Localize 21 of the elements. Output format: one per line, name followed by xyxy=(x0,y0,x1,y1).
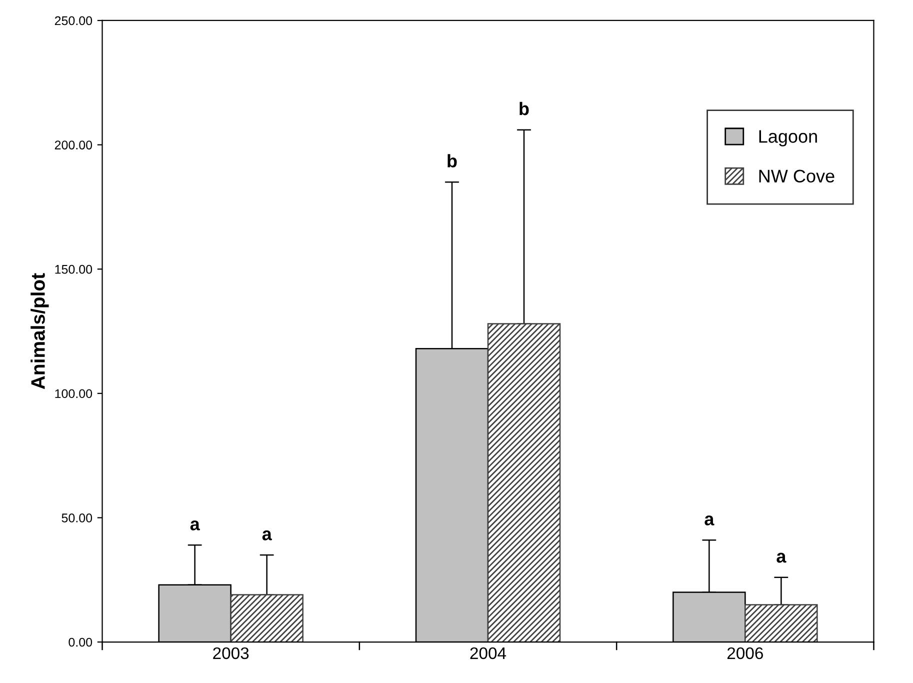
y-tick-label: 0.00 xyxy=(68,638,92,647)
y-tick-label: 50.00 xyxy=(62,514,92,522)
y-tick-label: 100.00 xyxy=(55,389,92,398)
y-tick-label: 150.00 xyxy=(55,264,92,274)
x-tick-label: 2003 xyxy=(213,647,249,660)
y-tick-label: 200.00 xyxy=(54,140,92,150)
legend-label: Lagoon xyxy=(759,130,817,146)
x-tick-label: 2004 xyxy=(470,647,506,660)
bar xyxy=(487,323,561,642)
annotation: a xyxy=(190,520,200,530)
annotation: a xyxy=(776,552,786,563)
annotation: b xyxy=(448,154,457,168)
y-tick-label: 250.00 xyxy=(54,16,92,26)
bar xyxy=(744,604,818,642)
x-tick-label: 2006 xyxy=(727,647,763,660)
annotation: a xyxy=(262,530,272,540)
annotation: b xyxy=(520,102,529,116)
annotation: a xyxy=(704,516,714,526)
bar xyxy=(230,594,304,642)
legend-label: NW Cove xyxy=(759,170,834,182)
y-axis-title: Animals/plot xyxy=(30,273,49,390)
